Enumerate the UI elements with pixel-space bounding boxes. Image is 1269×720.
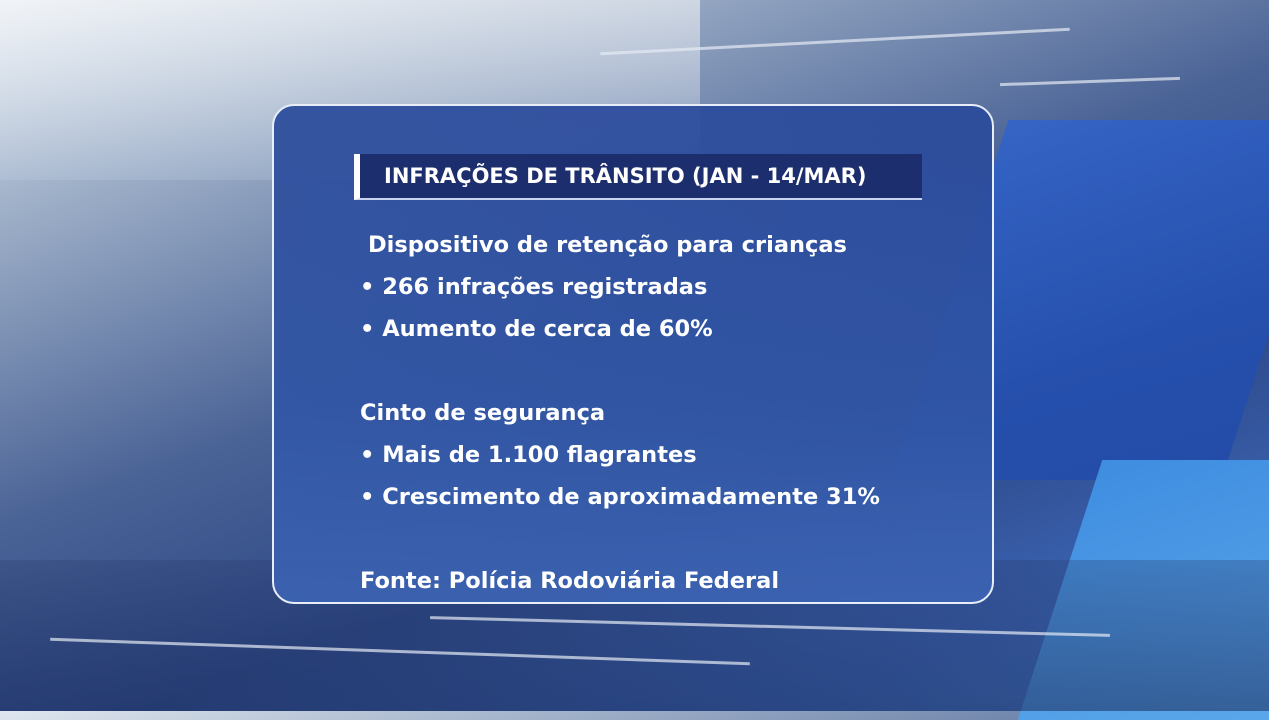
section-heading: Cinto de segurança (360, 400, 606, 426)
list-item: • Aumento de cerca de 60% (360, 316, 713, 342)
info-panel: INFRAÇÕES DE TRÂNSITO (JAN - 14/MAR) Dis… (272, 104, 994, 604)
panel-title: INFRAÇÕES DE TRÂNSITO (JAN - 14/MAR) (384, 164, 867, 188)
section-heading: Dispositivo de retenção para crianças (368, 232, 847, 258)
panel-header: INFRAÇÕES DE TRÂNSITO (JAN - 14/MAR) (354, 154, 922, 200)
list-item: • Mais de 1.100 flagrantes (360, 442, 697, 468)
list-item: • 266 infrações registradas (360, 274, 708, 300)
background-line (1000, 76, 1180, 87)
source-text: Fonte: Polícia Rodoviária Federal (360, 568, 780, 594)
list-item: • Crescimento de aproximadamente 31% (360, 484, 880, 510)
